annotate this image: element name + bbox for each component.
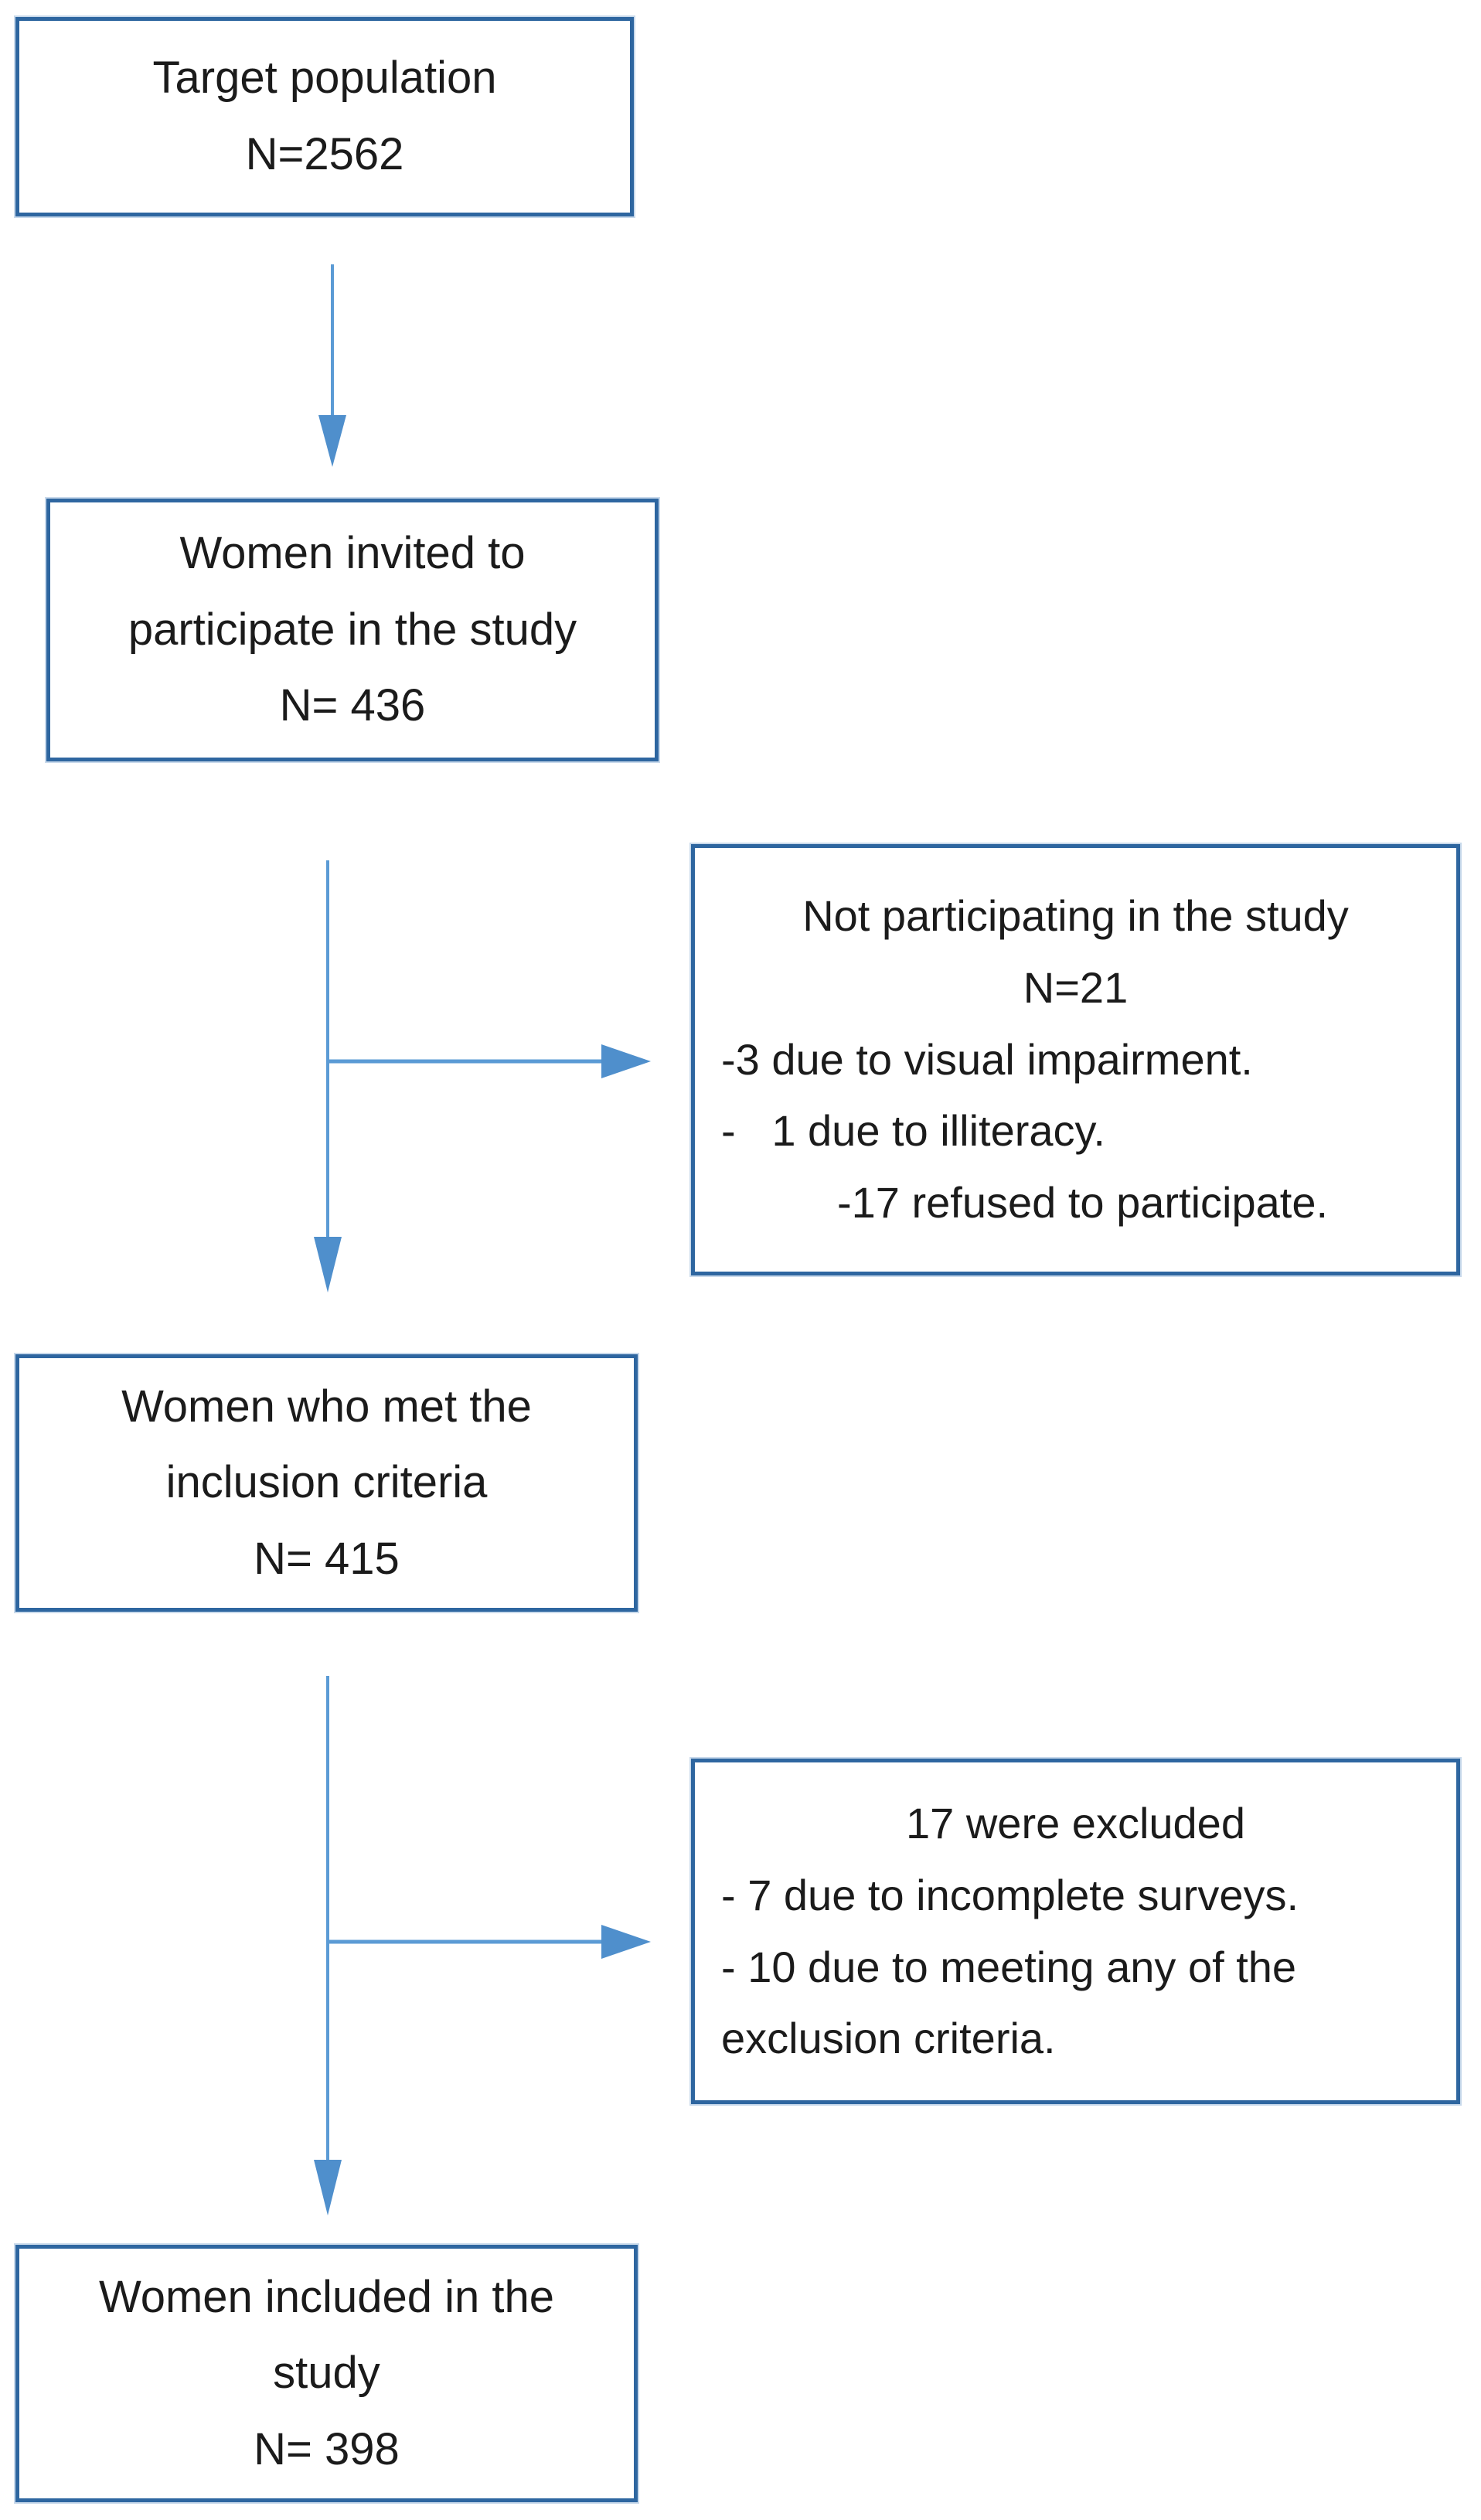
arrow-inclusion-to-included: [314, 1676, 342, 2215]
arrow-invited-to-inclusion: [314, 860, 342, 1292]
arrow-branch-excluded: [328, 1925, 651, 1959]
text-line: N= 415: [254, 1533, 400, 1584]
text-line: - 1 due to illiteracy.: [721, 1106, 1105, 1156]
text-line: Women included in the: [99, 2271, 554, 2322]
text-line: Women who met the: [121, 1381, 532, 1432]
text-line: -3 due to visual impairment.: [721, 1034, 1253, 1084]
text-line: study: [273, 2348, 380, 2399]
box-not-participating: Not participating in the study N=21 -3 d…: [691, 844, 1460, 1275]
arrow-target-to-invited: [318, 264, 346, 467]
text-line: - 10 due to meeting any of the: [721, 1942, 1297, 1991]
box-excluded: 17 were excluded - 7 due to incomplete s…: [691, 1759, 1460, 2104]
box-inclusion-criteria: Women who met the inclusion criteria N= …: [15, 1354, 638, 1612]
text-line: N= 436: [279, 680, 426, 731]
text-line: participate in the study: [128, 604, 577, 655]
text-line: -17 refused to participate.: [837, 1178, 1329, 1228]
text-line: - 7 due to incomplete surveys.: [721, 1870, 1299, 1919]
text-line: exclusion criteria.: [721, 2014, 1056, 2063]
text-line: Women invited to: [179, 528, 526, 579]
text-line: inclusion criteria: [165, 1457, 488, 1508]
box-women-included: Women included in the study N= 398: [15, 2245, 638, 2502]
text-line: Target population: [152, 53, 497, 104]
text-line: N=2562: [245, 129, 404, 179]
text-line: Not participating in the study: [802, 891, 1349, 940]
text-line: 17 were excluded: [906, 1798, 1245, 1847]
box-women-invited: Women invited to participate in the stud…: [46, 499, 659, 761]
text-line: N=21: [1023, 962, 1129, 1012]
box-target-population: Target population N=2562: [15, 17, 634, 216]
arrow-branch-not-participating: [328, 1044, 651, 1078]
text-line: N= 398: [254, 2423, 400, 2474]
